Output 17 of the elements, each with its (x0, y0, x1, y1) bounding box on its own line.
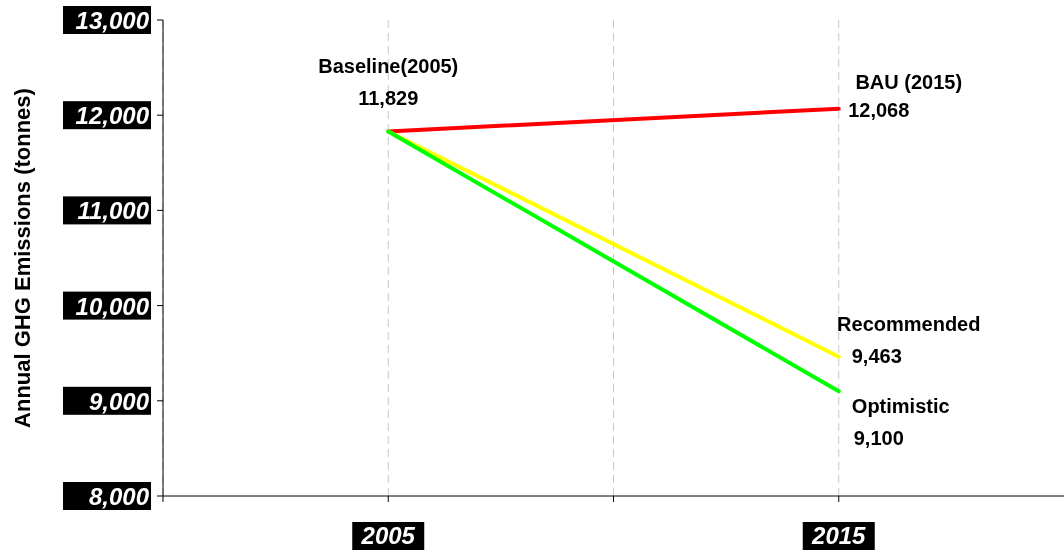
y-axis-title: Annual GHG Emissions (tonnes) (10, 88, 35, 428)
series-label: Recommended (837, 312, 981, 335)
y-tick-label: 8,000 (88, 483, 150, 510)
annotation: 11,829 (358, 87, 419, 110)
x-tick-label: 2005 (360, 522, 416, 549)
y-tick-label: 12,000 (75, 102, 150, 130)
data-label: 9,100 (853, 427, 904, 450)
series-label: BAU (2015) (855, 70, 963, 93)
y-tick-label: 9,000 (88, 387, 150, 415)
data-label: 12,068 (848, 98, 910, 121)
y-tick-label: 10,000 (75, 292, 150, 320)
data-label: 9,463 (851, 344, 902, 367)
annotation: Baseline(2005) (318, 55, 459, 78)
x-tick-label: 2015 (811, 522, 867, 549)
y-tick-label: 13,000 (75, 7, 150, 34)
series-label: Optimistic (851, 395, 950, 418)
y-tick-label: 11,000 (77, 197, 150, 225)
